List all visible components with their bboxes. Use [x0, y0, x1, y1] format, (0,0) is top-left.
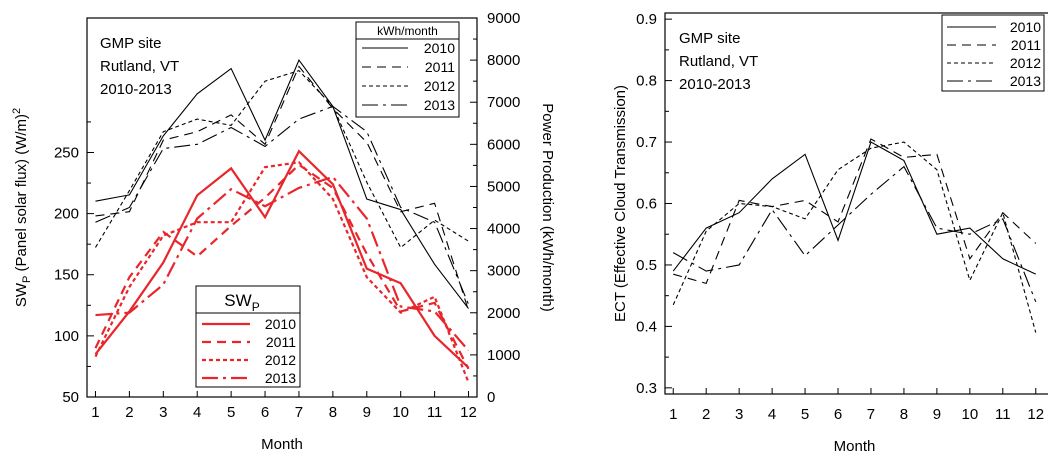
x-tick-label: 2 [702, 406, 710, 423]
x-tick-label: 10 [962, 406, 979, 423]
sw-legend-label-2010: 2010 [265, 316, 296, 332]
ect-line-2013 [672, 165, 1037, 303]
x-tick-label: 6 [261, 404, 269, 421]
y-tick-label: 0.7 [636, 134, 657, 151]
x-tick-label: 12 [460, 404, 477, 421]
x-tick-label: 1 [91, 404, 99, 421]
site-annotation-line: GMP site [100, 35, 161, 52]
site-annotation-line: GMP site [679, 30, 740, 47]
y2-axis-title: Power Production (kWh/month) [539, 103, 556, 311]
y2-tick-label: 5000 [487, 178, 520, 195]
ect-line-2010 [672, 141, 1036, 275]
sw-legend-label-2012: 2012 [265, 352, 296, 368]
y2-tick-label: 6000 [487, 136, 520, 153]
y-axis-title: SWP (Panel solar flux) (W/m)2 [11, 108, 33, 307]
x-tick-label: 11 [995, 406, 1011, 423]
solar-flux-power-chart: 1 2 3 4 5 6 7 8 9 10 11 125010015020025001000200030… [11, 10, 556, 453]
x-tick-label: 2 [125, 404, 133, 421]
power-legend-box [355, 21, 460, 118]
sw-legend-title: SWP [224, 291, 259, 314]
y-tick-label: 50 [62, 389, 79, 406]
ect-chart: 1 2 3 4 5 6 7 8 9 10 11 120.30.40.50.60.70.80.9Mont… [612, 11, 1048, 455]
y-tick-label: 0.6 [636, 196, 657, 213]
x-tick-label: 11 [427, 404, 443, 421]
power-legend-title: kWh/month [377, 24, 438, 38]
y2-tick-label: 1000 [487, 347, 520, 364]
site-annotation-line: 2010-2013 [679, 76, 751, 93]
site-annotation-line: Rutland, VT [100, 58, 179, 75]
y-tick-label: 0.5 [636, 257, 657, 274]
sw-legend-label-2011: 2011 [266, 334, 296, 350]
sw-legend-label-2013: 2013 [265, 370, 296, 386]
y-tick-label: 0.3 [636, 380, 657, 397]
ect-legend-label-2011: 2011 [1011, 37, 1041, 53]
x-tick-label: 5 [801, 406, 809, 423]
x-tick-label: 9 [363, 404, 371, 421]
x-tick-label: 6 [834, 406, 842, 423]
sw-line-2012 [94, 161, 470, 383]
y-tick-label: 0.9 [636, 11, 657, 28]
y2-tick-label: 0 [487, 389, 495, 406]
x-tick-label: 10 [392, 404, 409, 421]
y-tick-label: 100 [54, 328, 79, 345]
x-tick-label: 7 [867, 406, 875, 423]
x-tick-label: 4 [768, 406, 776, 423]
x-tick-label: 5 [227, 404, 235, 421]
sw-legend-box [195, 285, 301, 388]
y-axis-title: ECT (Effective Cloud Transmission) [612, 85, 629, 322]
ect-legend-label-2012: 2012 [1010, 55, 1041, 71]
ect-legend-label-2013: 2013 [1010, 73, 1041, 89]
ect-line-2012 [672, 141, 1037, 333]
y2-tick-label: 9000 [487, 10, 520, 27]
site-annotation-line: 2010-2013 [100, 81, 172, 98]
y-tick-label: 0.8 [636, 73, 657, 90]
y2-tick-label: 8000 [487, 52, 520, 69]
y2-tick-label: 7000 [487, 94, 520, 111]
x-tick-label: 3 [735, 406, 743, 423]
x-axis-title: Month [834, 438, 876, 455]
x-tick-label: 1 [669, 406, 677, 423]
x-tick-label: 8 [329, 404, 337, 421]
x-axis-title: Month [261, 436, 303, 453]
power-line-2012 [95, 70, 469, 249]
y-tick-label: 200 [54, 206, 79, 223]
y-tick-label: 150 [54, 267, 79, 284]
x-tick-label: 7 [295, 404, 303, 421]
power-legend-label-2010: 2010 [424, 40, 455, 56]
y-tick-label: 0.4 [636, 318, 657, 335]
sw-line-2010 [94, 149, 470, 369]
power-line-2010 [95, 59, 469, 309]
ect-line-2011 [673, 138, 1037, 285]
ect-legend-label-2010: 2010 [1010, 19, 1041, 35]
y-tick-label: 250 [54, 144, 79, 161]
x-tick-label: 8 [900, 406, 908, 423]
site-annotation-line: Rutland, VT [679, 53, 758, 70]
x-tick-label: 9 [933, 406, 941, 423]
power-legend-label-2011: 2011 [425, 59, 455, 75]
x-tick-label: 3 [159, 404, 167, 421]
sw-line-2013 [95, 175, 470, 352]
power-legend-label-2013: 2013 [424, 97, 455, 113]
power-legend-label-2012: 2012 [424, 78, 455, 94]
y2-tick-label: 4000 [487, 221, 520, 238]
x-tick-label: 4 [193, 404, 201, 421]
power-line-2013 [95, 105, 470, 305]
y2-tick-label: 3000 [487, 263, 520, 280]
y2-tick-label: 2000 [487, 305, 520, 322]
ect-legend-box [941, 14, 1045, 92]
x-tick-label: 12 [1027, 406, 1044, 423]
